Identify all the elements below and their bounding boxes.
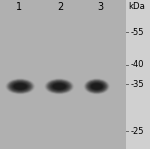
- Ellipse shape: [52, 83, 67, 90]
- Ellipse shape: [85, 79, 109, 94]
- Ellipse shape: [11, 82, 29, 91]
- Ellipse shape: [50, 82, 68, 91]
- Ellipse shape: [86, 80, 107, 93]
- Text: -35: -35: [130, 80, 144, 89]
- Ellipse shape: [52, 83, 66, 90]
- Ellipse shape: [46, 79, 73, 94]
- Ellipse shape: [51, 82, 67, 90]
- Ellipse shape: [46, 79, 72, 93]
- Ellipse shape: [84, 79, 110, 94]
- Ellipse shape: [88, 82, 105, 91]
- Ellipse shape: [51, 82, 68, 91]
- Text: kDa: kDa: [128, 2, 145, 11]
- Ellipse shape: [91, 83, 103, 90]
- Ellipse shape: [50, 82, 69, 91]
- Ellipse shape: [6, 79, 34, 94]
- Ellipse shape: [13, 83, 28, 90]
- Ellipse shape: [85, 79, 108, 93]
- Ellipse shape: [53, 83, 66, 89]
- Ellipse shape: [14, 83, 27, 89]
- Ellipse shape: [48, 80, 70, 92]
- Ellipse shape: [90, 82, 104, 90]
- Text: -40: -40: [130, 60, 144, 69]
- Ellipse shape: [90, 83, 103, 90]
- Ellipse shape: [10, 81, 30, 92]
- Text: 3: 3: [97, 2, 104, 12]
- Ellipse shape: [9, 80, 32, 92]
- Ellipse shape: [45, 79, 74, 94]
- Ellipse shape: [47, 80, 71, 93]
- Ellipse shape: [6, 79, 35, 94]
- Ellipse shape: [12, 82, 28, 90]
- Ellipse shape: [13, 83, 27, 90]
- Text: 1: 1: [16, 2, 22, 12]
- Ellipse shape: [44, 78, 74, 95]
- Text: -55: -55: [130, 28, 144, 37]
- Ellipse shape: [7, 79, 34, 94]
- Ellipse shape: [47, 80, 72, 93]
- Ellipse shape: [12, 82, 29, 91]
- Text: -25: -25: [130, 127, 144, 136]
- Ellipse shape: [7, 79, 33, 93]
- Ellipse shape: [91, 83, 102, 89]
- Ellipse shape: [89, 82, 104, 91]
- Ellipse shape: [84, 79, 109, 94]
- Ellipse shape: [45, 79, 73, 94]
- Ellipse shape: [8, 80, 32, 93]
- Ellipse shape: [49, 81, 69, 92]
- Ellipse shape: [89, 82, 105, 91]
- Ellipse shape: [9, 81, 31, 92]
- Ellipse shape: [11, 82, 30, 91]
- Ellipse shape: [86, 80, 108, 93]
- Ellipse shape: [87, 81, 106, 92]
- FancyBboxPatch shape: [0, 0, 126, 149]
- Ellipse shape: [48, 81, 70, 92]
- Ellipse shape: [8, 80, 33, 93]
- Ellipse shape: [88, 81, 106, 92]
- Text: 2: 2: [57, 2, 63, 12]
- Ellipse shape: [5, 78, 35, 95]
- Ellipse shape: [83, 78, 110, 95]
- Ellipse shape: [87, 80, 107, 92]
